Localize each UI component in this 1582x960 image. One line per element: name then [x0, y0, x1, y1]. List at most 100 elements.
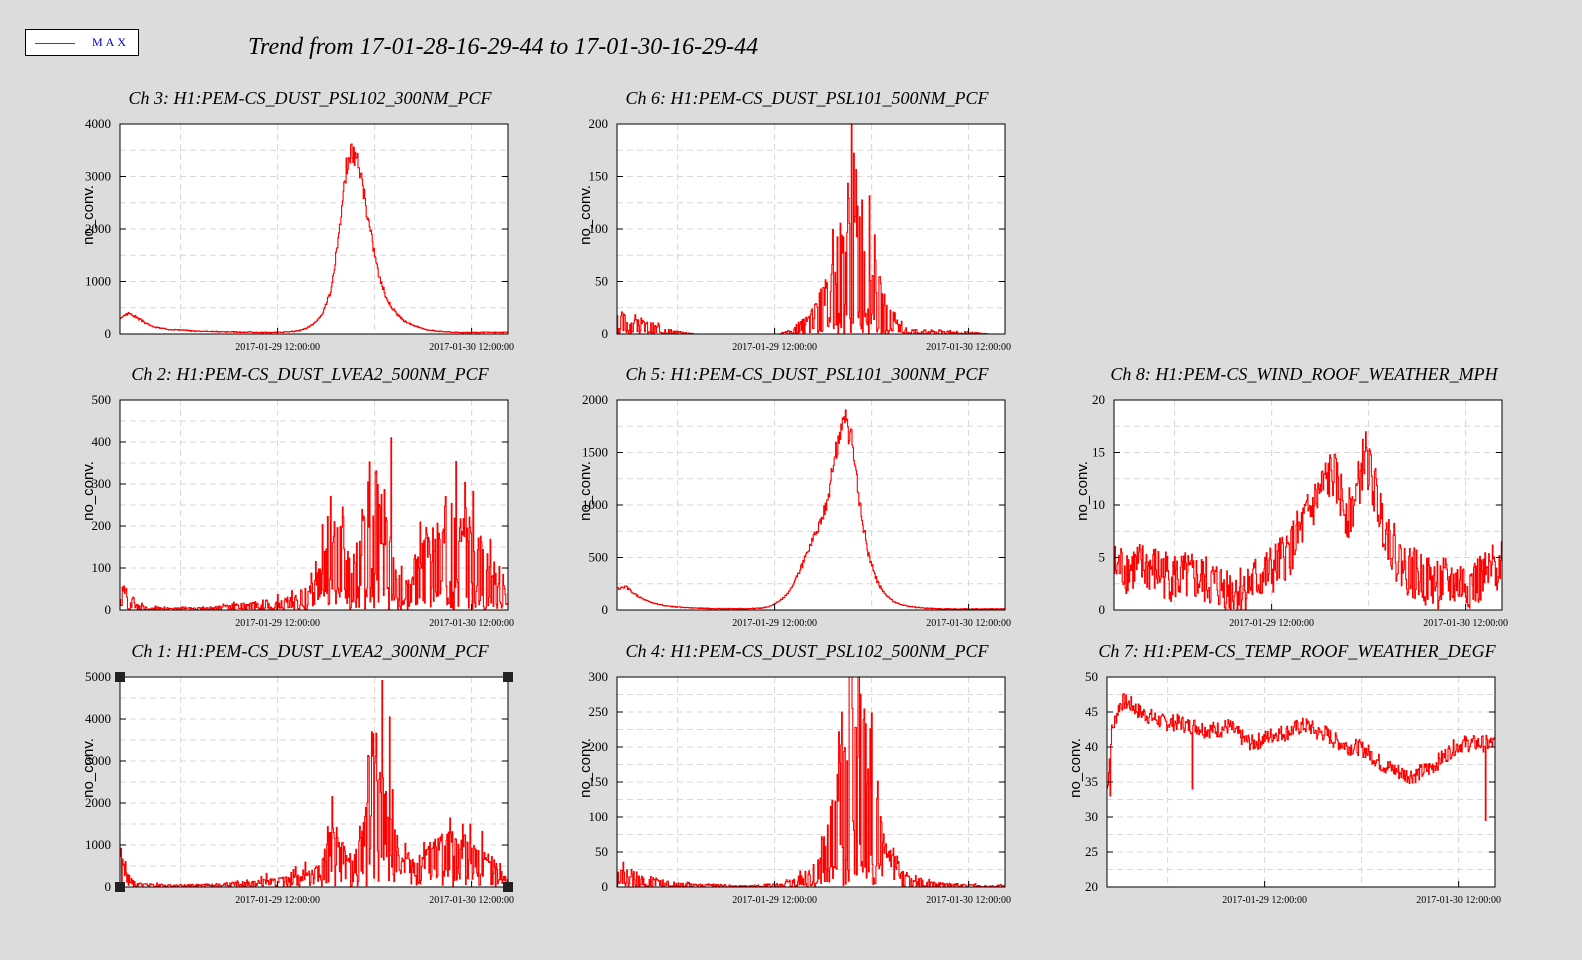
y-tick-label: 30	[1085, 809, 1098, 824]
chart-svg: 20 25 30 35 40 45 50 2017-01-29 12:00:00 2017-01…	[1085, 669, 1501, 906]
y-tick-label: 25	[1085, 844, 1098, 859]
x-tick-label: 2017-01-30 12:00:00	[926, 342, 1011, 353]
y-tick-label: 2000	[582, 392, 608, 407]
y-axis-label: no_conv.	[1067, 738, 1084, 798]
y-tick-label: 100	[589, 809, 609, 824]
plot-frame	[119, 399, 509, 611]
series-line	[617, 123, 1005, 335]
y-axis-label: no_conv.	[577, 738, 594, 798]
chart-ch5: 0 500 1000 1500 2000 2017-01-29 12:00:00 2017-…	[557, 351, 1057, 629]
y-tick-label: 200	[92, 518, 112, 533]
x-tick-label: 2017-01-29 12:00:00	[235, 895, 320, 906]
chart-ch4: 0 50 100 150 200 250 300 2017-01-29 12:00:00 201…	[557, 628, 1057, 906]
chart-ch6: 0 50 100 150 200 2017-01-29 12:00:00 2017-01-3…	[557, 75, 1057, 353]
y-tick-label: 0	[105, 326, 112, 341]
y-tick-label: 2000	[85, 795, 111, 810]
chart-svg: 0 5 10 15 20 2017-01-29 12:00:00 2017-01-30 12…	[1092, 392, 1508, 629]
y-axis-label: no_conv.	[577, 185, 594, 245]
y-tick-label: 50	[1085, 669, 1098, 684]
x-tick-label: 2017-01-30 12:00:00	[926, 618, 1011, 629]
chart-title: Ch 7: H1:PEM-CS_TEMP_ROOF_WEATHER_DEGF	[1098, 641, 1496, 661]
y-tick-label: 3000	[85, 169, 111, 184]
y-tick-label: 200	[589, 116, 609, 131]
y-axis-label: no_conv.	[80, 738, 97, 798]
y-tick-label: 20	[1092, 392, 1105, 407]
y-tick-label: 0	[602, 326, 609, 341]
chart-svg: 0 50 100 150 200 2017-01-29 12:00:00 2017-01-3…	[589, 116, 1011, 353]
y-tick-label: 1500	[582, 445, 608, 460]
plot-frame	[119, 676, 509, 888]
chart-title: Ch 8: H1:PEM-CS_WIND_ROOF_WEATHER_MPH	[1110, 364, 1498, 384]
x-tick-label: 2017-01-29 12:00:00	[1222, 895, 1307, 906]
chart-ch7: 20 25 30 35 40 45 50 2017-01-29 12:00:00 2017-01…	[1047, 628, 1547, 906]
y-axis-label: no_conv.	[577, 461, 594, 521]
legend-line-swatch	[35, 43, 75, 44]
y-tick-label: 0	[105, 602, 112, 617]
y-tick-label: 500	[92, 392, 112, 407]
y-tick-label: 1000	[85, 837, 111, 852]
y-tick-label: 35	[1085, 774, 1098, 789]
chart-svg: 0 1000 2000 3000 4000 2017-01-29 12:00:00 2017…	[85, 116, 514, 353]
y-tick-label: 0	[1099, 602, 1106, 617]
selection-handle	[503, 882, 513, 892]
y-tick-label: 4000	[85, 711, 111, 726]
y-tick-label: 300	[589, 669, 609, 684]
y-tick-label: 400	[92, 434, 112, 449]
x-tick-label: 2017-01-30 12:00:00	[429, 342, 514, 353]
main-title: Trend from 17-01-28-16-29-44 to 17-01-30…	[248, 34, 759, 60]
series-line	[617, 676, 1006, 888]
chart-title: Ch 4: H1:PEM-CS_DUST_PSL102_500NM_PCF	[625, 641, 989, 661]
chart-svg: 0 1000 2000 3000 4000 5000 2017-01-29 12:00:00…	[85, 669, 514, 906]
x-tick-label: 2017-01-30 12:00:00	[1423, 618, 1508, 629]
series-line	[617, 409, 1005, 610]
y-axis-label: no_conv.	[80, 185, 97, 245]
y-tick-label: 0	[602, 879, 609, 894]
y-tick-label: 50	[595, 274, 608, 289]
x-tick-label: 2017-01-29 12:00:00	[732, 342, 817, 353]
y-tick-label: 40	[1085, 739, 1098, 754]
series-line	[1107, 693, 1496, 822]
x-tick-label: 2017-01-30 12:00:00	[926, 895, 1011, 906]
x-tick-label: 2017-01-29 12:00:00	[732, 895, 817, 906]
y-tick-label: 200	[589, 739, 609, 754]
y-tick-label: 0	[105, 879, 112, 894]
x-tick-label: 2017-01-29 12:00:00	[235, 342, 320, 353]
x-tick-label: 2017-01-30 12:00:00	[1416, 895, 1501, 906]
y-tick-label: 300	[92, 476, 112, 491]
x-tick-label: 2017-01-29 12:00:00	[732, 618, 817, 629]
y-tick-label: 500	[589, 550, 609, 565]
y-tick-label: 2000	[85, 221, 111, 236]
series-line	[1114, 431, 1503, 611]
x-tick-label: 2017-01-29 12:00:00	[235, 618, 320, 629]
chart-ch2: 0 100 200 300 400 500 2017-01-29 12:00:00 2017-…	[60, 351, 560, 629]
chart-title: Ch 2: H1:PEM-CS_DUST_LVEA2_500NM_PCF	[131, 364, 489, 384]
series-line	[120, 680, 509, 888]
y-tick-label: 3000	[85, 753, 111, 768]
legend: MAX	[25, 29, 139, 56]
chart-svg: 0 50 100 150 200 250 300 2017-01-29 12:00:00 201…	[589, 669, 1011, 906]
y-tick-label: 150	[589, 169, 609, 184]
y-tick-label: 4000	[85, 116, 111, 131]
y-tick-label: 5	[1099, 550, 1106, 565]
y-tick-label: 45	[1085, 704, 1098, 719]
series-line	[120, 437, 509, 611]
x-tick-label: 2017-01-30 12:00:00	[429, 618, 514, 629]
y-tick-label: 250	[589, 704, 609, 719]
selection-handle	[503, 672, 513, 682]
chart-title: Ch 1: H1:PEM-CS_DUST_LVEA2_300NM_PCF	[131, 641, 489, 661]
x-tick-label: 2017-01-29 12:00:00	[1229, 618, 1314, 629]
y-tick-label: 20	[1085, 879, 1098, 894]
chart-title: Ch 3: H1:PEM-CS_DUST_PSL102_300NM_PCF	[128, 88, 492, 108]
y-tick-label: 50	[595, 844, 608, 859]
y-tick-label: 100	[589, 221, 609, 236]
y-axis-label: no_conv.	[1074, 461, 1091, 521]
x-tick-label: 2017-01-30 12:00:00	[429, 895, 514, 906]
chart-ch1[interactable]: 0 1000 2000 3000 4000 5000 2017-01-29 12:00:00…	[60, 628, 560, 906]
y-tick-label: 1000	[582, 497, 608, 512]
chart-title: Ch 5: H1:PEM-CS_DUST_PSL101_300NM_PCF	[625, 364, 989, 384]
y-tick-label: 15	[1092, 445, 1105, 460]
y-tick-label: 150	[589, 774, 609, 789]
y-axis-label: no_conv.	[80, 461, 97, 521]
selection-handle	[115, 672, 125, 682]
series-line	[120, 143, 509, 334]
